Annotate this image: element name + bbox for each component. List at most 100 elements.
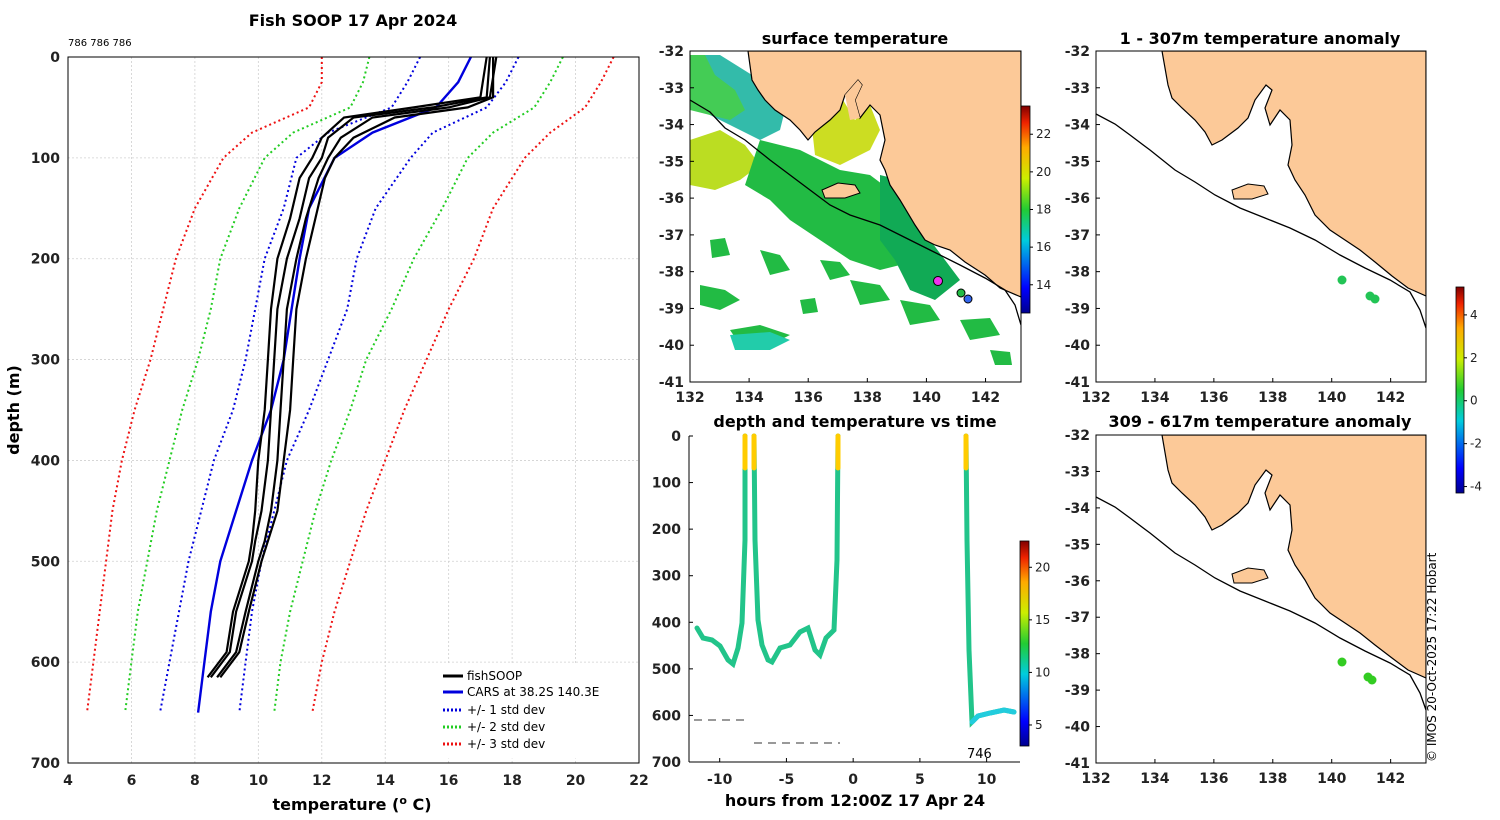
depth-time-x-label: hours from 12:00Z 17 Apr 24 xyxy=(725,791,985,810)
profile-grid xyxy=(67,56,640,764)
surface-colorbar xyxy=(1020,105,1031,314)
map-y-tick: -32 xyxy=(659,44,684,60)
profile-chart: Fish SOOP 17 Apr 2024 786 786 786 4 6 8 10 1… xyxy=(4,11,649,814)
colorbar-tick: 5 xyxy=(1035,718,1043,732)
colorbar-tick: 10 xyxy=(1035,665,1050,679)
depth-time-y-tick: 0 xyxy=(671,429,681,445)
map-x-tick: 134 xyxy=(1140,390,1169,406)
map-y-tick: -34 xyxy=(659,118,685,134)
depth-time-colorbar xyxy=(1019,540,1030,747)
profile-series--3-std xyxy=(311,57,615,713)
anomaly-upper-box xyxy=(1095,50,1427,383)
map-y-tick: -35 xyxy=(1065,537,1090,553)
anomaly-colorbar-ticks: 4 2 0 -2 -4 xyxy=(1464,308,1482,494)
profile-x-label: temperature (o C) xyxy=(272,794,431,814)
map-y-tick: -33 xyxy=(1065,464,1090,480)
profile-x-tick: 18 xyxy=(502,773,521,789)
legend-label-cars: CARS at 38.2S 140.3E xyxy=(467,685,599,699)
map-x-tick: 138 xyxy=(1258,390,1287,406)
shelf-contour xyxy=(690,99,1021,326)
legend-label-fishsoop: fishSOOP xyxy=(467,669,522,683)
anomaly-upper-shelf xyxy=(1096,113,1426,329)
colorbar-tick: -4 xyxy=(1470,480,1482,494)
profile-y-tick: 200 xyxy=(31,252,60,268)
map-y-tick: -40 xyxy=(1065,720,1091,736)
anomaly-lower-title: 309 - 617m temperature anomaly xyxy=(1109,412,1412,431)
map-y-tick: -41 xyxy=(659,375,684,391)
anomaly-upper-land xyxy=(1161,51,1426,297)
map-x-tick: 136 xyxy=(1199,771,1228,787)
map-y-tick: -40 xyxy=(1065,338,1091,354)
profile-series-fishsoop-4 xyxy=(219,57,495,678)
sst-pixels xyxy=(690,55,1012,365)
map-x-tick: 140 xyxy=(1317,771,1346,787)
profile-series--2-std xyxy=(124,57,371,713)
anomaly-upper-y-ticks: -32 -33 -34 -35 -36 -37 -38 -39 -40 -41 xyxy=(1065,44,1100,391)
depth-time-x-tick: -5 xyxy=(779,772,795,788)
profile-series--3-std xyxy=(86,57,323,713)
anomaly-lower-shelf xyxy=(1096,496,1426,711)
track-segment-2 xyxy=(751,433,841,666)
map-x-tick: 138 xyxy=(1258,771,1287,787)
map-y-tick: -36 xyxy=(1065,574,1090,590)
sst-patch-west-green xyxy=(690,55,745,120)
track-segment-1 xyxy=(694,433,748,669)
depth-time-x-tick: 5 xyxy=(915,772,925,788)
anomaly-upper-x-ticks: 132 134 136 138 140 142 xyxy=(1081,378,1405,406)
surface-marker-magenta xyxy=(933,276,943,286)
anomaly-lower-island xyxy=(1231,567,1269,584)
profile-y-tick: 600 xyxy=(31,655,60,671)
anomaly-upper-point-3 xyxy=(1370,294,1380,304)
anomaly-lower-land xyxy=(1161,435,1426,679)
track-depth-annotation: 746 xyxy=(967,747,992,762)
map-y-tick: -37 xyxy=(659,228,684,244)
map-x-tick: 140 xyxy=(912,390,941,406)
map-x-tick: 136 xyxy=(794,390,823,406)
track-surface-yellow xyxy=(742,433,969,471)
profile-series--1-std xyxy=(159,57,421,713)
map-y-tick: -38 xyxy=(1065,647,1090,663)
map-y-tick: -38 xyxy=(659,265,684,281)
profile-y-tick: 500 xyxy=(31,554,60,570)
profile-series-fishsoop-1 xyxy=(209,57,491,678)
profile-x-tick: 10 xyxy=(249,773,269,789)
map-x-tick: 142 xyxy=(971,390,1000,406)
profile-x-tick: 16 xyxy=(439,773,458,789)
surface-map-title: surface temperature xyxy=(762,29,949,48)
surface-marker-blue xyxy=(963,294,973,304)
map-y-tick: -36 xyxy=(1065,191,1090,207)
depth-time-x-ticks: -10 -5 0 5 10 xyxy=(707,758,997,788)
profile-y-tick: 700 xyxy=(31,756,60,772)
colorbar-tick: 2 xyxy=(1470,351,1478,365)
map-x-tick: 142 xyxy=(1376,390,1405,406)
map-y-tick: -33 xyxy=(1065,81,1090,97)
map-y-tick: -41 xyxy=(1065,756,1090,772)
depth-time-y-tick: 200 xyxy=(652,522,681,538)
depth-time-colorbar-ticks: 5 10 15 20 xyxy=(1029,560,1050,732)
depth-time-y-tick: 500 xyxy=(652,662,681,678)
map-y-tick: -39 xyxy=(1065,301,1090,317)
anomaly-upper-point-1 xyxy=(1337,275,1347,285)
surface-marker-green xyxy=(956,288,966,298)
anomaly-lower-point-3 xyxy=(1367,675,1377,685)
map-x-tick: 132 xyxy=(1081,771,1110,787)
sst-patch-southeast-green xyxy=(880,175,960,300)
sst-patch-west-yellow xyxy=(690,130,760,190)
anomaly-map-lower: 309 - 617m temperature anomaly 132 134 136… xyxy=(1065,412,1427,787)
map-y-tick: -39 xyxy=(1065,683,1090,699)
anomaly-upper-title: 1 - 307m temperature anomaly xyxy=(1120,29,1401,48)
imos-credit: © IMOS 20-Oct-2025 17:22 Hobart xyxy=(1425,552,1439,762)
map-y-tick: -32 xyxy=(1065,428,1090,444)
map-x-tick: 132 xyxy=(675,390,704,406)
profile-y-tick: 400 xyxy=(31,453,60,469)
profile-x-tick: 22 xyxy=(629,773,648,789)
map-y-tick: -36 xyxy=(659,191,684,207)
map-x-tick: 132 xyxy=(1081,390,1110,406)
profile-x-ticks: 4 6 8 10 12 14 16 18 20 22 xyxy=(63,773,649,789)
depth-time-y-tick: 300 xyxy=(652,569,681,585)
track-segment-3 xyxy=(963,433,1017,728)
profile-series xyxy=(86,57,615,713)
map-y-tick: -34 xyxy=(1065,501,1091,517)
profile-x-tick: 14 xyxy=(375,773,395,789)
depth-time-x-tick: -10 xyxy=(707,772,733,788)
